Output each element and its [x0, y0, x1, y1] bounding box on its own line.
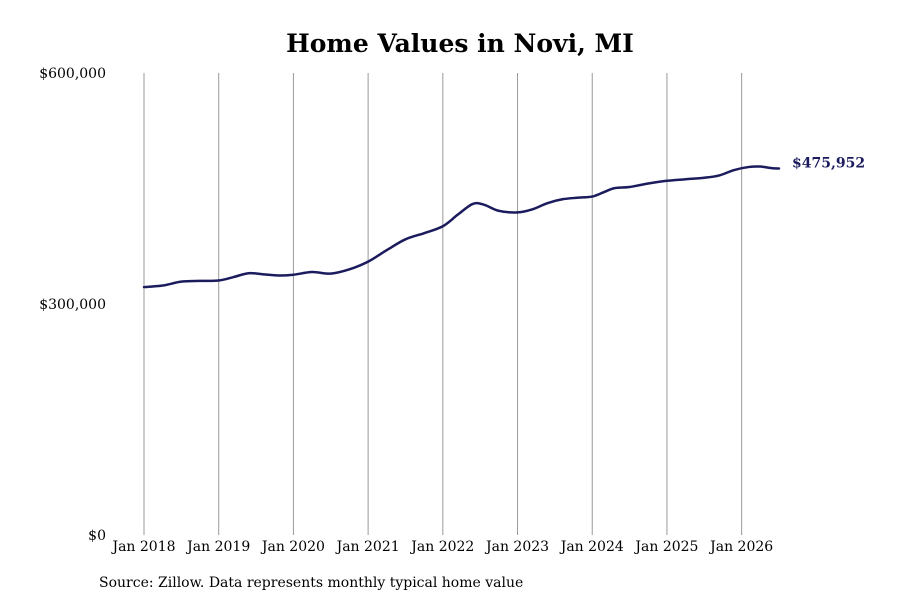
- x-tick-label: Jan 2018: [110, 539, 175, 555]
- x-tick-label: Jan 2026: [708, 539, 773, 555]
- y-tick-label: $600,000: [39, 66, 106, 82]
- end-value-label: $475,952: [792, 155, 865, 171]
- x-tick-label: Jan 2024: [559, 539, 624, 555]
- y-axis: $0 $300,000 $600,000: [39, 66, 106, 544]
- source-note: Source: Zillow. Data represents monthly …: [99, 575, 523, 591]
- x-tick-label: Jan 2022: [409, 539, 474, 555]
- x-tick-label: Jan 2023: [484, 539, 549, 555]
- series-line: [142, 165, 781, 289]
- x-tick-label: Jan 2021: [335, 539, 400, 555]
- grid-layer: [143, 73, 743, 535]
- series-layer: [142, 165, 781, 289]
- y-tick-label: $0: [88, 528, 106, 544]
- x-tick-label: Jan 2025: [633, 539, 698, 555]
- chart-title: Home Values in Novi, MI: [286, 29, 634, 58]
- x-tick-label: Jan 2020: [260, 539, 325, 555]
- y-tick-label: $300,000: [39, 297, 106, 313]
- x-tick-label: Jan 2019: [185, 539, 250, 555]
- x-axis: Jan 2018 Jan 2019 Jan 2020 Jan 2021 Jan 2022…: [110, 539, 773, 555]
